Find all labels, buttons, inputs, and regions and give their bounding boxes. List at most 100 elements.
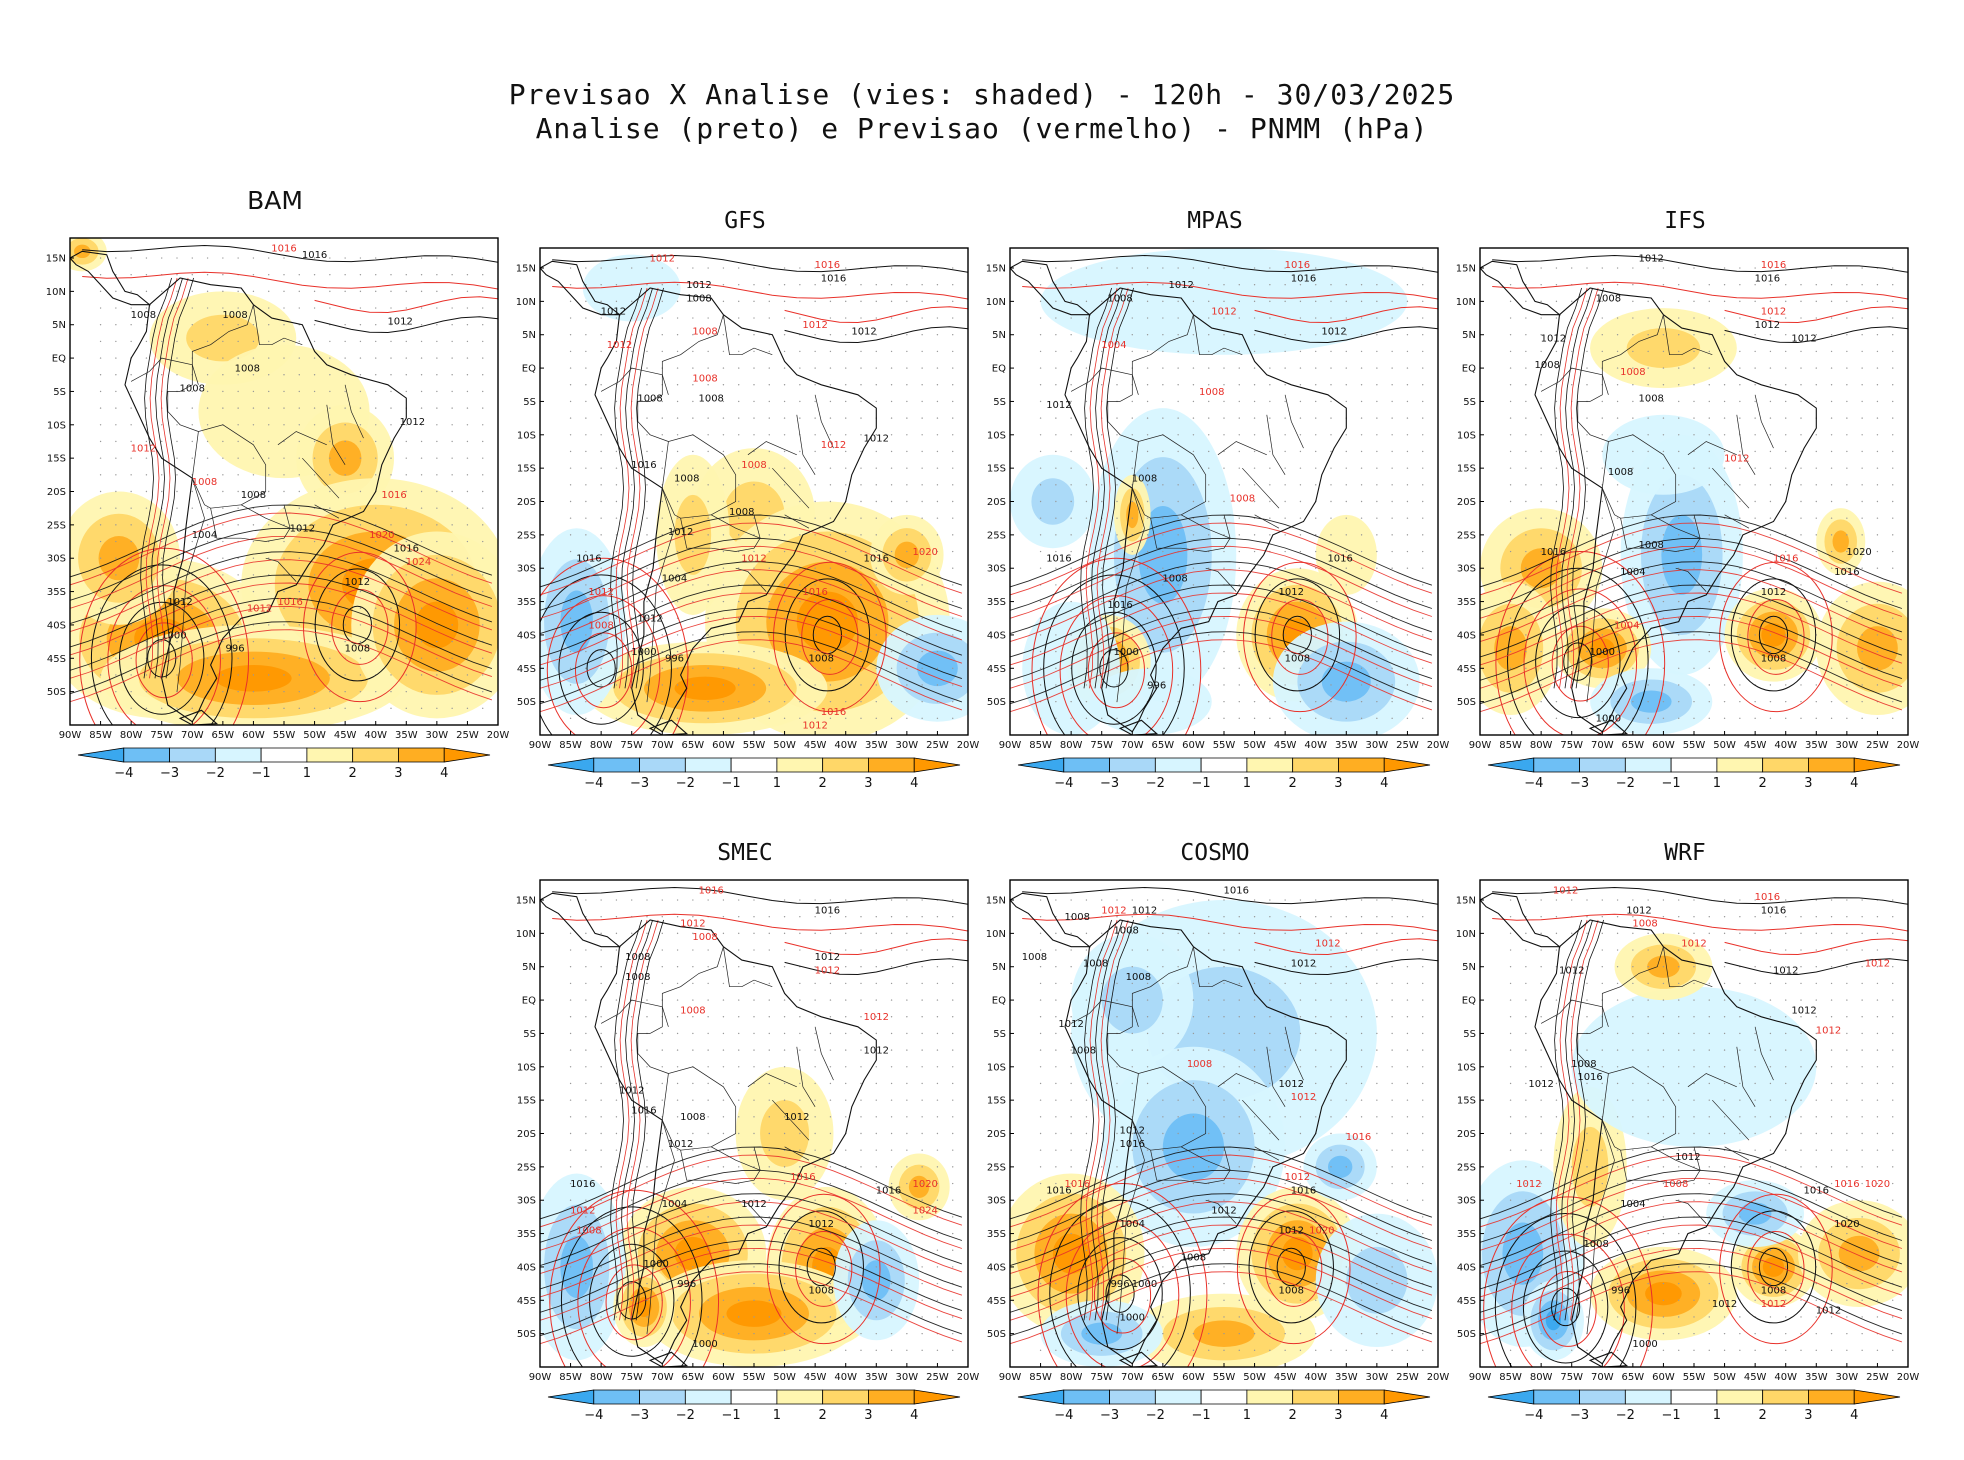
lat-tick-label: 50S	[987, 697, 1006, 708]
colorbar-swatch	[1488, 1390, 1534, 1404]
lon-tick-label: 75W	[1560, 740, 1583, 751]
contour-label: 1012	[1279, 587, 1304, 598]
lat-tick-label: 15N	[1456, 896, 1476, 907]
lon-tick-label: 30W	[1836, 740, 1859, 751]
colorbar-swatch	[1671, 758, 1717, 772]
colorbar-swatch	[685, 758, 731, 772]
lon-tick-label: 25W	[1866, 1372, 1889, 1383]
contour-label: 1016	[631, 460, 656, 471]
contour-label: 1008	[1187, 1059, 1212, 1070]
contour-label: 996	[677, 1279, 696, 1290]
colorbar-label: 1	[1243, 776, 1251, 791]
lat-tick-label: 25S	[47, 520, 66, 531]
contour-label: 1016	[576, 554, 601, 565]
colorbar-label: 4	[1380, 776, 1388, 791]
bias-shade-region	[727, 1300, 782, 1327]
colorbar-swatch	[1293, 758, 1339, 772]
contour-label: 1000	[643, 1259, 668, 1270]
colorbar-swatch	[1155, 758, 1201, 772]
contour-label: 996	[226, 644, 245, 655]
contour-label: 1008	[180, 383, 205, 394]
lon-tick-label: 85W	[1029, 1372, 1052, 1383]
lat-tick-label: 10N	[516, 929, 536, 940]
contour-label: 1012	[1291, 959, 1316, 970]
colorbar-swatch	[1808, 758, 1854, 772]
lat-tick-label: 50S	[47, 687, 66, 698]
lon-tick-label: 85W	[559, 740, 582, 751]
lat-tick-label: 45S	[47, 654, 66, 665]
bias-shade-region	[1739, 1202, 1772, 1224]
lon-tick-label: 50W	[1713, 1372, 1736, 1383]
bias-shade-region	[1631, 691, 1672, 713]
contour-label: 1016	[1541, 547, 1566, 558]
contour-label: 1000	[1132, 1279, 1157, 1290]
contour-label: 1024	[912, 1206, 937, 1217]
lat-tick-label: 15S	[517, 1096, 536, 1107]
contour-label: 1012	[1168, 280, 1193, 291]
colorbar-swatch	[731, 1390, 777, 1404]
contour-label: 1016	[1761, 905, 1786, 916]
contour-label: 1012	[1101, 905, 1126, 916]
colorbar-label: 2	[349, 766, 357, 781]
contour-label: 1016	[1065, 1179, 1090, 1190]
contour-label: 1000	[631, 647, 656, 658]
contour-label: 1012	[1816, 1025, 1841, 1036]
contour-label: 1008	[625, 952, 650, 963]
contour-label: 1008	[1638, 393, 1663, 404]
lon-tick-label: 70W	[1591, 1372, 1614, 1383]
contour-label: 1020	[369, 530, 394, 541]
colorbar-label: −2	[1146, 776, 1165, 791]
lon-tick-label: 55W	[1683, 1372, 1706, 1383]
panel-title: GFS	[500, 208, 990, 234]
lon-tick-label: 40W	[1304, 1372, 1327, 1383]
lon-tick-label: 85W	[559, 1372, 582, 1383]
contour-label: 1008	[1285, 654, 1310, 665]
lat-tick-label: 20S	[47, 487, 66, 498]
lat-tick-label: 45S	[517, 1296, 536, 1307]
contour-label: 1012	[167, 597, 192, 608]
figure-title-line1: Previsao X Analise (vies: shaded) - 120h…	[0, 78, 1964, 111]
contour-label: 1016	[802, 587, 827, 598]
lon-tick-label: 80W	[1530, 740, 1553, 751]
contour-label: 1012	[1761, 1299, 1786, 1310]
contour-label: 1016	[1755, 892, 1780, 903]
colorbar-label: −1	[722, 776, 741, 791]
lon-tick-label: 30W	[1366, 740, 1389, 751]
contour-label: 1012	[1058, 1019, 1083, 1030]
lat-tick-label: 45S	[1457, 1296, 1476, 1307]
contour-label: 1008	[729, 507, 754, 518]
colorbar-swatch	[1534, 758, 1580, 772]
contour-label: 1004	[192, 530, 217, 541]
contour-label: 1012	[1279, 1079, 1304, 1090]
contour-label: 1004	[1620, 567, 1645, 578]
contour-label: 1016	[302, 250, 327, 261]
contour-label: 1016	[1834, 1179, 1859, 1190]
contour-label: 1012	[387, 317, 412, 328]
contour-label: 1012	[1541, 333, 1566, 344]
contour-label: 1004	[1614, 620, 1639, 631]
lon-tick-label: 20W	[1897, 1372, 1920, 1383]
colorbar-swatch	[1763, 758, 1809, 772]
colorbar-label: 2	[1759, 1408, 1767, 1423]
lon-tick-label: 60W	[1652, 1372, 1675, 1383]
lon-tick-label: 80W	[120, 730, 143, 741]
lat-tick-label: 5N	[1462, 962, 1476, 973]
lon-tick-label: 40W	[834, 740, 857, 751]
colorbar-swatch	[1625, 758, 1671, 772]
lon-tick-label: 50W	[773, 740, 796, 751]
colorbar-swatch	[1293, 1390, 1339, 1404]
map-plot: 1016101610121008101210121004100810121008…	[970, 232, 1460, 752]
lat-tick-label: 5N	[522, 962, 536, 973]
colorbar-swatch	[1488, 758, 1534, 772]
lat-tick-label: 20S	[517, 1129, 536, 1140]
contour-label: 1008	[1107, 293, 1132, 304]
bias-shade-region	[1661, 515, 1702, 595]
contour-label: 1008	[1065, 912, 1090, 923]
contour-label: 1008	[576, 1226, 601, 1237]
contour-label: 1012	[570, 1206, 595, 1217]
contour-label: 1008	[1638, 540, 1663, 551]
contour-label: 1008	[1596, 293, 1621, 304]
